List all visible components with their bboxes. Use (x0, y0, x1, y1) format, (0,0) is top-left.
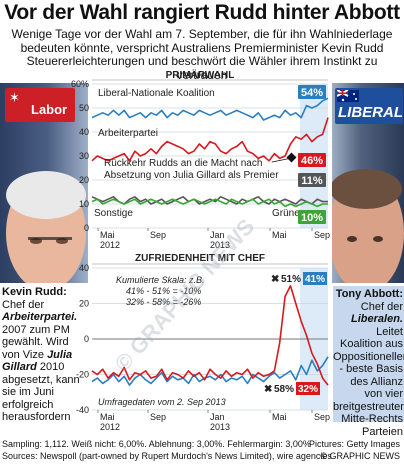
final-value-label-3: 10% (301, 212, 323, 224)
rudd-satisfied-label: 32% (298, 384, 318, 395)
primary-x-tick-year: 2012 (100, 240, 120, 250)
final-value-badge-2 (298, 173, 326, 187)
final-value-label-2: 11% (301, 175, 323, 187)
primary-series-line-0 (91, 97, 329, 121)
satisfaction-title: ZUFRIEDENHEIT MIT CHEF (135, 253, 265, 264)
labor-logo-text: Labor (31, 102, 68, 117)
liberal-logo: LIBERAL (335, 88, 403, 124)
primary-x-tick-label: Sep (314, 230, 330, 240)
abbott-caption: Tony Abbott: Chef der Liberalen. Leitet … (333, 286, 404, 438)
final-value-label-1: 46% (301, 155, 323, 167)
labor-star-icon: ✶ (9, 90, 20, 105)
footer-sampling: Sampling: 1,112. Weiß nicht: 6,00%. Able… (2, 439, 311, 449)
annotation-rudd-return-2: Absetzung von Julia Gillard als Premier (104, 170, 279, 181)
satisfaction-y-tick-label: 20 (79, 299, 89, 309)
satisfaction-legend-title: Kumulierte Skala: z.B. (116, 275, 205, 285)
series-label-greens: Grüne (272, 208, 300, 219)
labor-logo: ✶ Labor (5, 88, 75, 122)
footer-source: Sources: Newspoll (part-owned by Rupert … (2, 451, 332, 461)
rudd-satisfied-badge (296, 382, 320, 395)
satisfaction-y-tick-label: 0 (84, 334, 89, 344)
series-label-labor: Arbeiterpartei (98, 128, 158, 139)
primary-y-tick-label: 30 (79, 151, 89, 161)
abbott-dissatisfied-label: 51% (281, 274, 301, 285)
abbott-caption-text: Leitet Koalition aus Oppositionellen - b… (333, 325, 404, 438)
final-value-label-0: 54% (301, 87, 323, 99)
satisfaction-x-tick-year: 2013 (210, 422, 230, 432)
australian-flag-icon (337, 90, 359, 102)
rudd-dissatisfied-icon: ✖ (264, 384, 272, 395)
series-label-other: Sonstige (94, 208, 133, 219)
primary-series-line-2 (91, 196, 328, 205)
primary-series-line-1 (91, 117, 329, 162)
page-title: Vor der Wahl rangiert Rudd hinter Abbott (4, 1, 400, 24)
satisfaction-line-abbott (91, 356, 329, 386)
annotation-marker (286, 152, 297, 163)
rudd-caption-name: Kevin Rudd: (2, 286, 67, 298)
satisfaction-x-tick-label: Mai (100, 412, 115, 422)
final-value-badge-3 (298, 210, 326, 224)
primary-y-tick-label: 10 (79, 199, 89, 209)
abbott-dissatisfied-icon: ✖ (271, 274, 279, 285)
abbott-caption-party: Liberalen. (351, 313, 403, 325)
annotation-rudd-return: Rückkehr Rudds an die Macht nach (104, 158, 262, 169)
primary-x-tick-label: Mai (100, 230, 115, 240)
abbott-caption-name: Tony Abbott: (335, 288, 403, 300)
satisfaction-x-tick-label: Sep (150, 412, 166, 422)
satisfaction-y-tick-label: -40 (76, 405, 89, 415)
primary-x-tick-label: Sep (150, 230, 166, 240)
satisfaction-legend-row-1: 41% - 51% = -10% (126, 286, 201, 296)
primary-y-tick-label: 0 (84, 223, 89, 233)
final-value-badge-1 (298, 153, 326, 167)
footer-credit: © GRAPHIC NEWS (320, 451, 400, 461)
primary-y-tick-label: 20 (79, 175, 89, 185)
abbott-satisfied-label: 41% (305, 274, 325, 285)
rudd-portrait (6, 171, 86, 283)
primary-x-tick-year: 2013 (210, 240, 230, 250)
rudd-caption-line: Chef der (2, 298, 45, 311)
primary-y-tick-label: 50 (79, 103, 89, 113)
satisfaction-x-tick-label: Mai (272, 412, 287, 422)
satisfaction-y-tick-label: -20 (76, 370, 89, 380)
primary-x-tick-label: Mai (272, 230, 287, 240)
page-subtitle: Wenige Tage vor der Wahl am 7. September… (11, 27, 393, 82)
rudd-caption: Kevin Rudd: Chef der Arbeiterpartei. 200… (2, 286, 84, 424)
rudd-caption-deputy: Julia Gillard (2, 348, 73, 374)
primary-y-tick-label: 40 (79, 127, 89, 137)
primary-vote-title: PRIMÄRWAHL (166, 68, 235, 81)
abbott-portrait (332, 169, 404, 283)
rudd-caption-party: Arbeiterpartei. (2, 311, 78, 323)
satisfaction-x-tick-year: 2012 (100, 422, 120, 432)
satisfaction-line-rudd (91, 284, 329, 386)
satisfaction-x-tick-label: Sep (314, 412, 330, 422)
footer-pictures: Pictures: Getty Images (308, 439, 400, 449)
satisfaction-legend-row-2: 32% - 58% = -26% (126, 297, 201, 307)
satisfaction-x-tick-label: Jan (210, 412, 225, 422)
satisfaction-y-tick-label: 40 (79, 263, 89, 273)
satisfaction-data-note: Umfragedaten vom 2. Sep 2013 (98, 397, 226, 407)
rudd-dissatisfied-label: 58% (274, 384, 294, 395)
primary-series-line-3 (91, 198, 328, 208)
rudd-caption-text-2: 2010 abgesetzt, kann sie im Juni erfolgr… (2, 361, 80, 423)
primary-x-tick-label: Jan (210, 230, 225, 240)
final-value-badge-0 (298, 85, 326, 99)
rudd-caption-text: 2007 zum PM gewählt. Wird von Vize (2, 323, 70, 361)
liberal-logo-text: LIBERAL (338, 104, 403, 121)
abbott-satisfied-badge (303, 272, 327, 285)
abbott-caption-line: Chef der (360, 300, 403, 313)
series-label-coalition: Liberal-Nationale Koalition (98, 88, 215, 99)
primary-y-tick-label: 60% (71, 79, 89, 89)
